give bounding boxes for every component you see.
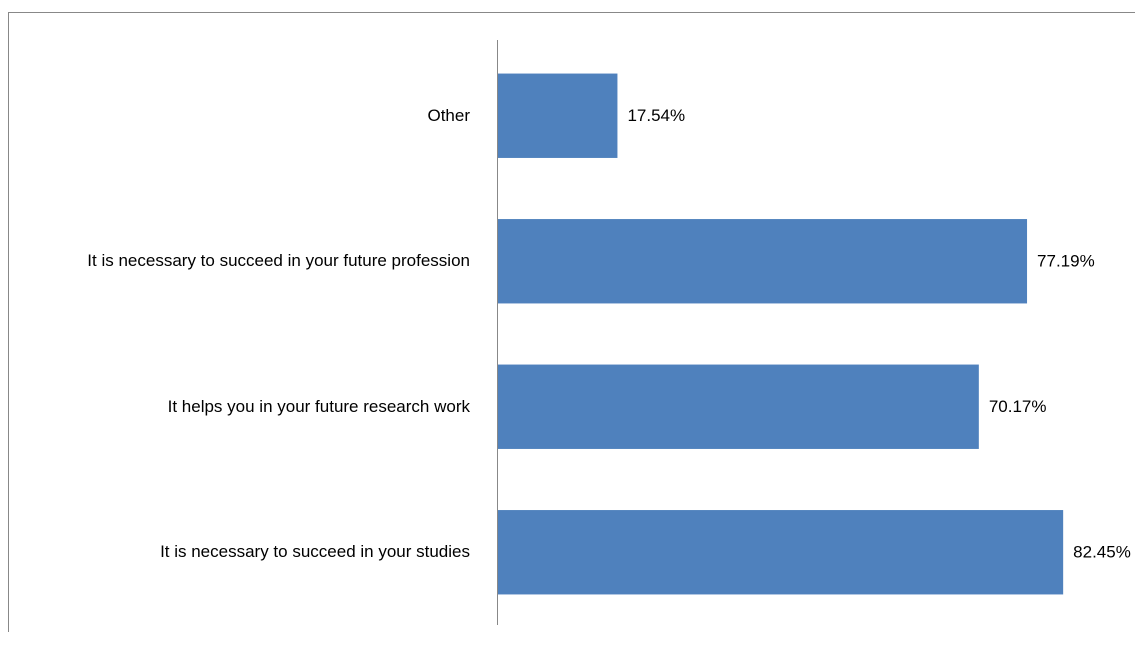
category-label: It is necessary to succeed in your studi…	[160, 542, 470, 562]
category-label-box: It helps you in your future research wor…	[10, 377, 470, 437]
value-label: 77.19%	[1037, 252, 1095, 271]
bar	[497, 73, 618, 158]
category-label-box: It is necessary to succeed in your studi…	[10, 522, 470, 582]
category-label-box: Other	[10, 86, 470, 146]
bar	[497, 364, 979, 449]
category-label: It is necessary to succeed in your futur…	[87, 251, 470, 271]
value-label: 70.17%	[989, 397, 1047, 416]
category-label-box: It is necessary to succeed in your futur…	[10, 231, 470, 291]
value-label: 82.45%	[1073, 543, 1131, 562]
bar	[497, 510, 1064, 595]
bar	[497, 219, 1028, 304]
category-label: Other	[427, 105, 470, 125]
category-label: It helps you in your future research wor…	[167, 396, 470, 416]
value-label: 17.54%	[627, 106, 685, 125]
